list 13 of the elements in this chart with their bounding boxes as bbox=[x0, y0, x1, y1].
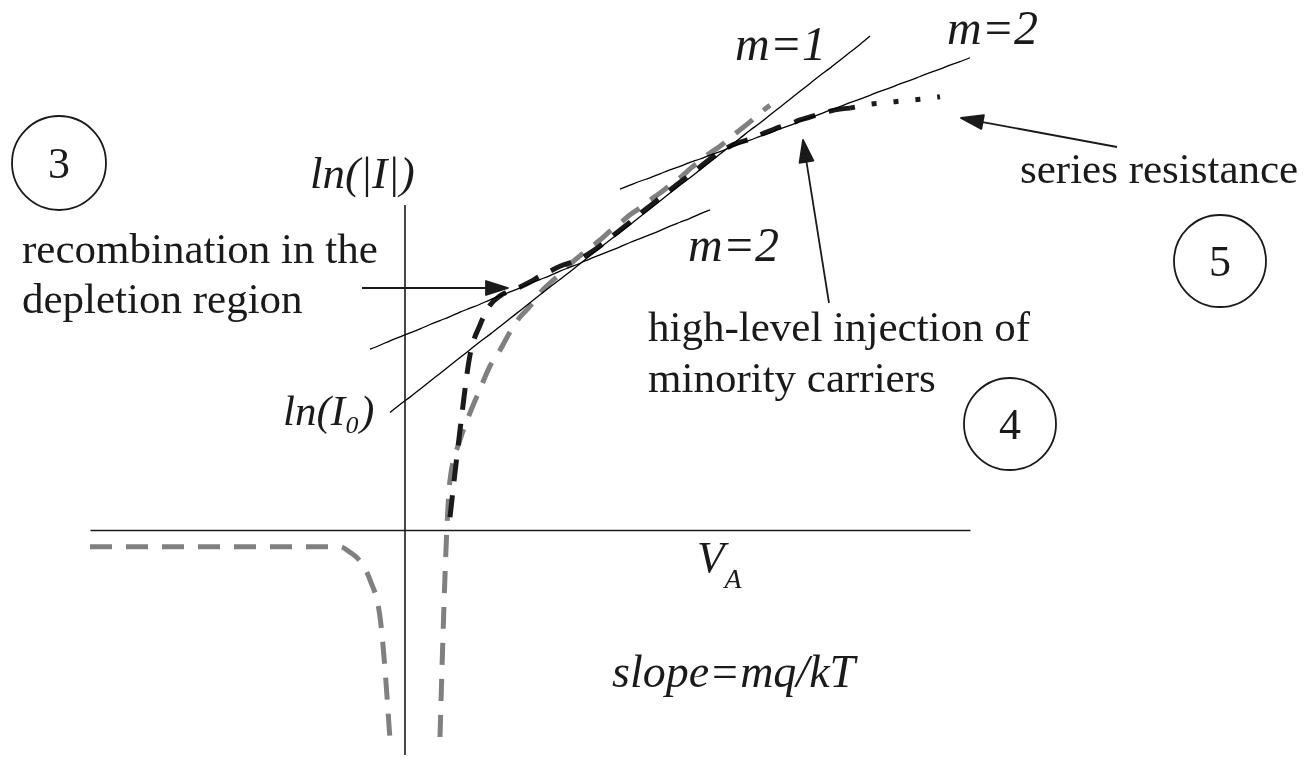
annotation: recombination in the depletion region bbox=[22, 225, 378, 322]
annotation: m=1 bbox=[735, 17, 827, 70]
y-axis-title: ln(|I|) bbox=[310, 148, 415, 198]
annotation: slope=mq/kT bbox=[612, 646, 859, 697]
x-axis-title: V$_{A}$ bbox=[697, 532, 743, 594]
text: 4 bbox=[999, 399, 1021, 449]
annotation: m=2 bbox=[947, 1, 1039, 54]
text: 5 bbox=[1209, 236, 1231, 286]
annotation: ln(I₀) bbox=[283, 387, 375, 435]
text: 3 bbox=[48, 138, 70, 188]
text: series resistance bbox=[1020, 145, 1299, 192]
annotation: m=2 bbox=[688, 218, 780, 271]
annotation: high-level injection of minority carriers bbox=[648, 303, 1031, 401]
